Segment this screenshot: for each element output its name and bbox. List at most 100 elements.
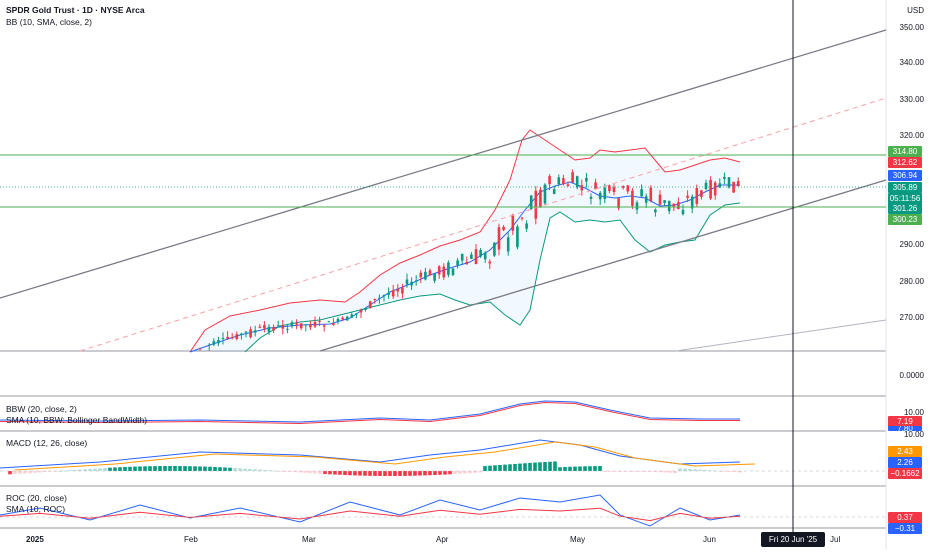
candle-body bbox=[548, 176, 551, 185]
macd-histogram-bar bbox=[643, 471, 647, 472]
candle-body bbox=[414, 280, 418, 282]
price-tick: 340.00 bbox=[899, 58, 924, 67]
macd-histogram-bar bbox=[718, 471, 722, 472]
macd-histogram-bar bbox=[648, 471, 652, 472]
candle-body bbox=[723, 176, 726, 179]
macd-histogram-bar bbox=[93, 468, 97, 471]
candle-body bbox=[594, 182, 597, 190]
bb-indicator-label[interactable]: BB (10, SMA, close, 2) bbox=[6, 17, 92, 27]
candle-body bbox=[359, 310, 363, 313]
candle-body bbox=[736, 181, 740, 186]
macd-histogram-bar bbox=[288, 471, 292, 472]
macd-histogram-bar bbox=[298, 471, 302, 473]
candle-body bbox=[272, 327, 275, 331]
candle-body bbox=[562, 178, 565, 185]
candle-body bbox=[479, 250, 482, 257]
candle-body bbox=[493, 242, 496, 256]
macd-signal-line bbox=[14, 441, 756, 471]
resistance-price-tag: 314.80 bbox=[888, 146, 922, 157]
macd-histogram-bar bbox=[278, 471, 282, 472]
candle-body bbox=[511, 214, 515, 231]
macd-histogram-bar bbox=[738, 471, 742, 473]
macd-line bbox=[0, 439, 741, 469]
macd-histogram-bar bbox=[128, 466, 132, 471]
candle-body bbox=[286, 328, 289, 330]
candle-body bbox=[700, 190, 703, 197]
macd-histogram-bar bbox=[318, 471, 322, 474]
macd-histogram-bar bbox=[173, 466, 177, 471]
bb-upper-tag: 312.62 bbox=[888, 157, 922, 168]
candle-body bbox=[212, 341, 216, 345]
macd-histogram-bar bbox=[333, 471, 337, 475]
candle-body bbox=[713, 182, 717, 196]
time-label: 2025 bbox=[26, 535, 44, 544]
macd-histogram-bar bbox=[293, 471, 297, 473]
macd-histogram-bar bbox=[88, 468, 92, 471]
macd-histogram-bar bbox=[38, 471, 42, 473]
time-label: May bbox=[570, 535, 586, 544]
macd-histogram-bar bbox=[223, 467, 227, 471]
macd-histogram-bar bbox=[63, 470, 67, 472]
bar-countdown-tag: 05:11:56 bbox=[888, 193, 922, 204]
macd-histogram-bar bbox=[593, 466, 597, 471]
macd-histogram-bar bbox=[583, 466, 587, 471]
macd-histogram-bar bbox=[313, 471, 317, 474]
candle-body bbox=[299, 323, 303, 329]
macd-histogram-bar bbox=[18, 471, 22, 474]
candle-body bbox=[249, 329, 252, 338]
bbw-sma-label[interactable]: SMA (10, BBW: Bollinger BandWidth) bbox=[6, 415, 148, 425]
macd-histogram-bar bbox=[58, 471, 62, 472]
candle-body bbox=[295, 323, 298, 325]
macd-histogram-bar bbox=[188, 466, 192, 471]
candle-body bbox=[226, 336, 229, 339]
candle-body bbox=[336, 318, 340, 322]
macd-line-tag: 2.26 bbox=[888, 457, 922, 468]
macd-histogram-bar bbox=[368, 471, 372, 476]
candle-body bbox=[621, 186, 625, 188]
macd-histogram-bar bbox=[483, 466, 487, 471]
candle-body bbox=[644, 196, 648, 203]
candle-body bbox=[410, 281, 413, 286]
macd-histogram-bar bbox=[558, 467, 562, 471]
macd-histogram-bar bbox=[678, 468, 682, 471]
candle-body bbox=[672, 203, 676, 207]
macd-histogram-bar bbox=[203, 466, 207, 471]
macd-histogram-bar bbox=[28, 471, 32, 474]
candle-body bbox=[552, 189, 556, 194]
macd-histogram-bar bbox=[338, 471, 342, 475]
macd-histogram-bar bbox=[393, 471, 397, 476]
macd-histogram-bar bbox=[408, 471, 412, 476]
macd-label[interactable]: MACD (12, 26, close) bbox=[6, 438, 88, 448]
macd-histogram-bar bbox=[378, 471, 382, 476]
macd-histogram-bar bbox=[673, 471, 677, 474]
roc-sma-label[interactable]: SMA (10, ROC) bbox=[6, 504, 66, 514]
macd-histogram-bar bbox=[198, 466, 202, 471]
currency-label[interactable]: USD bbox=[907, 6, 924, 15]
candle-body bbox=[253, 330, 257, 333]
macd-histogram-bar bbox=[323, 471, 327, 475]
macd-histogram-bar bbox=[158, 466, 162, 471]
macd-histogram-bar bbox=[108, 467, 112, 471]
macd-histogram-bar bbox=[358, 471, 362, 476]
candle-body bbox=[263, 325, 266, 329]
macd-histogram-bar bbox=[138, 466, 142, 471]
bbw-label[interactable]: BBW (20, close, 2) bbox=[6, 404, 77, 414]
macd-histogram-bar bbox=[443, 471, 447, 475]
macd-histogram-bar bbox=[668, 471, 672, 473]
candle-body bbox=[350, 314, 354, 318]
candle-body bbox=[447, 262, 450, 275]
candle-body bbox=[442, 266, 446, 278]
candle-body bbox=[318, 321, 321, 323]
roc-label[interactable]: ROC (20, close) bbox=[6, 493, 67, 503]
macd-histogram-bar bbox=[528, 462, 532, 471]
candle-body bbox=[598, 192, 602, 200]
macd-histogram-bar bbox=[73, 469, 77, 471]
candle-body bbox=[575, 176, 579, 188]
price-tick: 320.00 bbox=[899, 131, 924, 140]
macd-histogram-bar bbox=[603, 471, 607, 472]
candle-body bbox=[654, 209, 657, 213]
candle-body bbox=[235, 334, 239, 339]
macd-histogram-bar bbox=[43, 471, 47, 473]
